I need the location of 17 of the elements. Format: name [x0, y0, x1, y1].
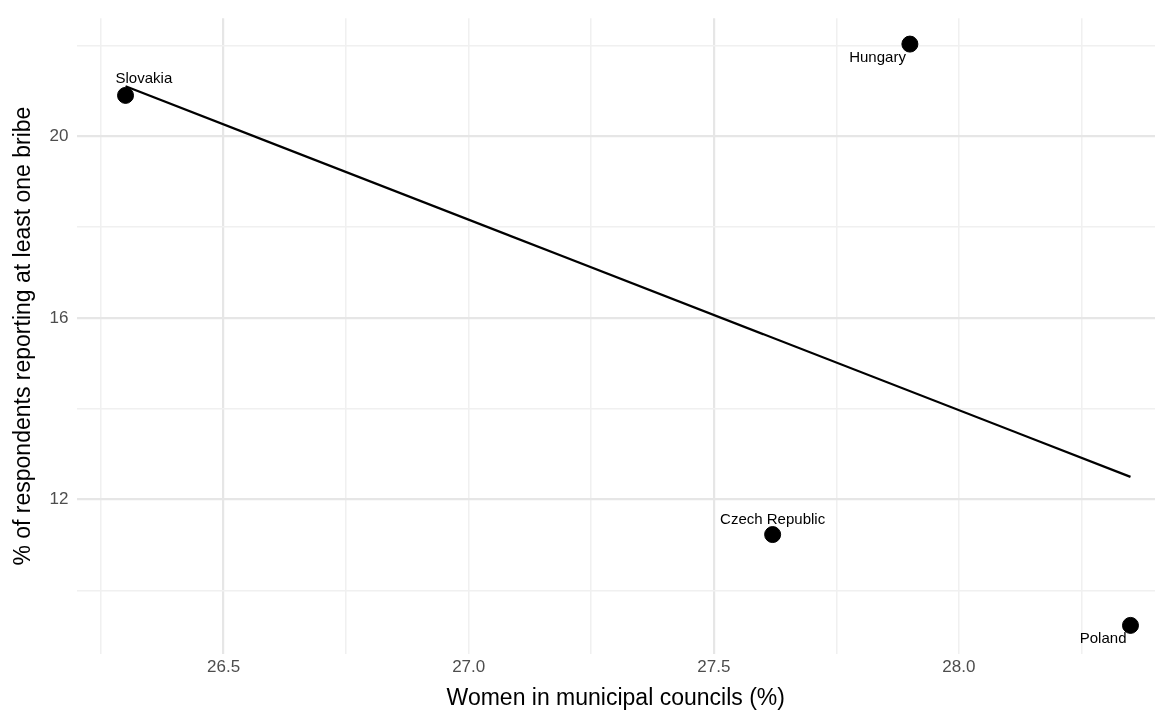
x-axis-title: Women in municipal councils (%): [446, 683, 785, 710]
x-tick-label: 26.5: [207, 656, 241, 676]
y-tick-label: 20: [49, 125, 69, 145]
x-tick-label: 28.0: [942, 656, 976, 676]
x-tick-label: 27.0: [452, 656, 486, 676]
point: [117, 86, 135, 104]
annotation: Czech Republic: [720, 510, 826, 528]
point: [1121, 616, 1139, 634]
y-tick-label: 16: [49, 307, 69, 327]
x-tick-label: 27.5: [697, 656, 731, 676]
point: [901, 35, 919, 53]
annotation: Slovakia: [115, 69, 173, 87]
y-tick-label: 12: [49, 489, 69, 509]
y-axis-title: % of respondents reporting at least one bribe: [9, 106, 36, 566]
annotation: Poland: [1079, 629, 1127, 647]
annotation: Hungary: [849, 47, 907, 65]
point: [764, 526, 782, 544]
